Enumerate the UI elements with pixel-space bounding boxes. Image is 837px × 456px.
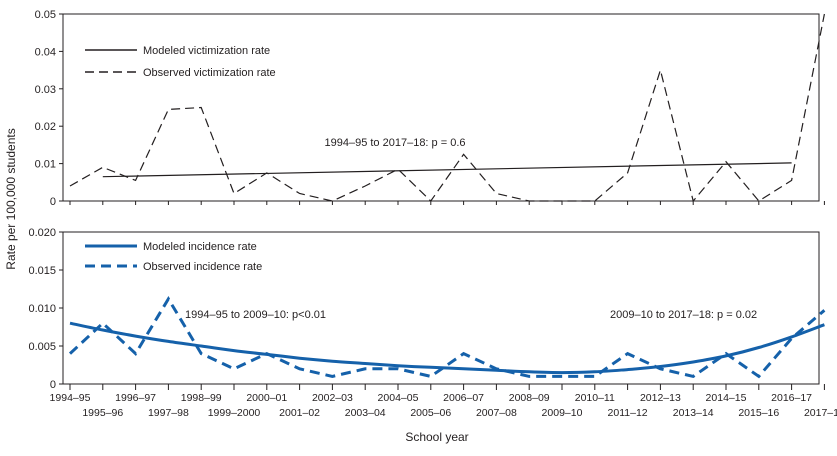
top-ytick-label: 0.01 — [35, 159, 56, 171]
xtick-label: 1998–99 — [181, 392, 222, 404]
bottom-ytick-label: 0.015 — [28, 265, 56, 277]
xtick-label: 2010–11 — [575, 392, 615, 404]
xtick-label: 1999–2000 — [208, 407, 261, 419]
bottom-ytick-label: 0.005 — [28, 341, 56, 353]
xtick-label: 1997–98 — [148, 407, 189, 419]
xtick-label: 2012–13 — [640, 392, 681, 404]
bottom-ytick-label: 0.010 — [28, 303, 56, 315]
top-ytick-label: 0.05 — [35, 9, 56, 21]
top-ytick-label: 0.04 — [35, 46, 56, 58]
xtick-label: 1996–97 — [115, 392, 156, 404]
xtick-label: 1995–96 — [82, 407, 123, 419]
xtick-label: 2015–16 — [738, 407, 779, 419]
top-ytick-label: 0 — [50, 196, 56, 208]
y-axis-label: Rate per 100,000 students — [4, 128, 18, 269]
xtick-label: 2003–04 — [345, 407, 386, 419]
legend-label-observed-victimization: Observed victimization rate — [143, 67, 276, 79]
legend-label-modeled-victimization: Modeled victimization rate — [143, 45, 270, 57]
bottom-ytick-label: 0.020 — [28, 227, 56, 239]
top-ytick-label: 0.03 — [35, 84, 56, 96]
legend-label-observed-incidence: Observed incidence rate — [143, 261, 262, 273]
xtick-label: 2007–08 — [476, 407, 517, 419]
xtick-label: 2009–10 — [542, 407, 583, 419]
legend-label-modeled-incidence: Modeled incidence rate — [143, 241, 257, 253]
xtick-label: 2011–12 — [608, 407, 648, 419]
xtick-label: 2001–02 — [279, 407, 320, 419]
bottom-annotation: 2009–10 to 2017–18: p = 0.02 — [610, 309, 757, 321]
xtick-label: 2014–15 — [706, 392, 747, 404]
xtick-label: 2005–06 — [410, 407, 451, 419]
xtick-label: 2017–18 — [804, 407, 837, 419]
xtick-label: 2008–09 — [509, 392, 550, 404]
bottom-ytick-label: 0 — [50, 379, 56, 391]
top-ytick-label: 0.02 — [35, 121, 56, 133]
xtick-label: 1994–95 — [50, 392, 91, 404]
xtick-label: 2013–14 — [673, 407, 714, 419]
x-axis-label: School year — [405, 430, 468, 444]
xtick-label: 2004–05 — [378, 392, 419, 404]
xtick-label: 2006–07 — [443, 392, 484, 404]
top-annotation: 1994–95 to 2017–18: p = 0.6 — [325, 137, 466, 149]
xtick-label: 2000–01 — [246, 392, 287, 404]
bottom-annotation: 1994–95 to 2009–10: p<0.01 — [185, 309, 326, 321]
xtick-label: 2002–03 — [312, 392, 353, 404]
xtick-label: 2016–17 — [771, 392, 812, 404]
